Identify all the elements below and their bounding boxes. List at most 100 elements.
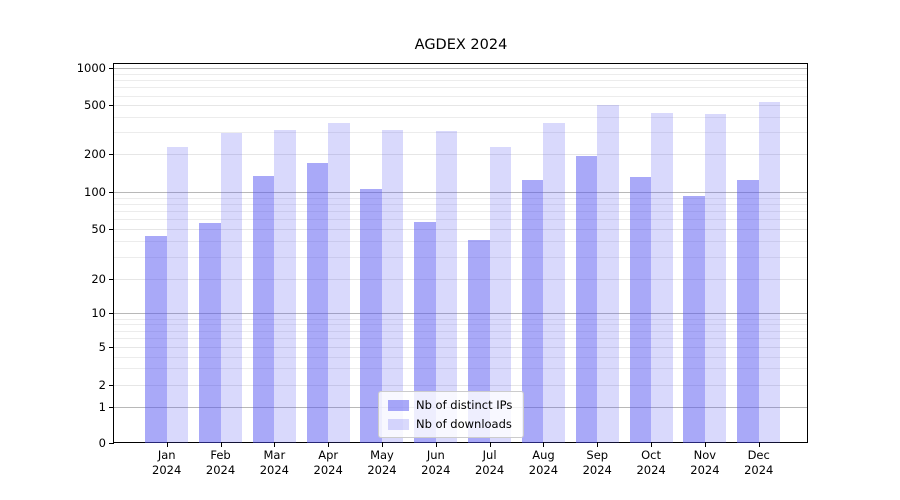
y-tick-label: 0	[98, 436, 106, 450]
gridline-minor	[114, 256, 807, 258]
x-tick	[489, 442, 491, 447]
bar-ips-oct	[629, 177, 652, 443]
y-tick	[109, 443, 114, 444]
gridline-minor	[114, 117, 807, 119]
gridline-minor	[114, 318, 807, 320]
bar-ips-may	[360, 189, 382, 443]
gridline-minor	[114, 73, 807, 75]
x-tick-label-jan: Jan 2024	[152, 448, 182, 477]
chart-title: AGDEX 2024	[414, 37, 508, 53]
gridline-minor	[114, 132, 807, 134]
x-tick	[435, 442, 437, 447]
x-tick	[704, 442, 706, 447]
y-tick	[109, 407, 114, 409]
x-tick-label-sep: Sep 2024	[582, 448, 612, 477]
legend-row-ips: Nb of distinct IPs	[388, 398, 512, 412]
gridline-minor	[114, 338, 807, 340]
y-tick-label: 5	[98, 340, 106, 355]
gridline-minor	[114, 80, 807, 82]
bar-downloads-nov	[704, 113, 727, 443]
bar-ips-dec	[737, 180, 759, 443]
y-tick	[109, 347, 114, 349]
y-tick	[109, 279, 114, 280]
y-tick	[109, 313, 114, 315]
bar-downloads-jun	[435, 130, 458, 443]
x-tick	[328, 442, 330, 447]
gridline-minor	[114, 368, 807, 370]
gridline	[114, 154, 807, 155]
x-tick	[758, 442, 760, 447]
bar-ips-jun	[414, 222, 436, 443]
bar-downloads-mar	[274, 129, 296, 443]
y-tick	[109, 229, 114, 230]
gridline-major	[114, 68, 807, 70]
bar-downloads-aug	[543, 122, 565, 443]
legend: Nb of distinct IPs Nb of downloads	[378, 391, 525, 438]
gridline-minor	[114, 211, 807, 213]
gridline-minor	[114, 197, 807, 199]
x-tick-label-jun: Jun 2024	[421, 448, 451, 477]
bar-downloads-feb	[220, 133, 243, 443]
x-tick-label-feb: Feb 2024	[205, 448, 236, 477]
x-tick-label-apr: Apr 2024	[313, 448, 343, 477]
bar-ips-aug	[521, 180, 544, 443]
x-tick-label-may: May 2024	[367, 448, 397, 477]
y-tick-label: 2	[98, 378, 106, 392]
gridline-minor	[114, 356, 807, 358]
bar-ips-sep	[575, 155, 598, 443]
y-tick-label: 1000	[76, 61, 106, 76]
gridline	[114, 279, 807, 280]
gridline	[114, 105, 807, 107]
y-tick-label: 20	[91, 272, 106, 286]
x-tick	[381, 442, 383, 447]
bar-ips-nov	[683, 195, 705, 443]
x-tick	[166, 442, 168, 447]
gridline-major	[114, 313, 807, 315]
gridline	[114, 229, 807, 230]
x-tick	[651, 442, 653, 447]
bar-downloads-may	[381, 129, 404, 443]
bar-ips-feb	[199, 223, 221, 443]
y-tick-label: 50	[91, 222, 106, 236]
legend-swatch-ips-icon	[388, 399, 409, 411]
gridline-minor	[114, 241, 807, 243]
legend-label-downloads: Nb of downloads	[416, 417, 512, 431]
x-tick-label-dec: Dec 2024	[744, 448, 774, 477]
y-tick	[109, 192, 114, 194]
bar-downloads-jan	[166, 147, 189, 443]
y-tick-label: 1	[98, 400, 106, 415]
y-tick-label: 500	[84, 98, 106, 113]
x-tick	[597, 442, 599, 447]
gridline	[114, 385, 807, 386]
y-tick	[109, 154, 114, 155]
bar-downloads-apr	[328, 122, 350, 443]
bar-ips-apr	[306, 163, 329, 443]
y-tick-label: 100	[84, 185, 106, 200]
gridline-minor	[114, 204, 807, 206]
gridline	[114, 347, 807, 349]
gridline-minor	[114, 330, 807, 332]
bar-ips-jan	[145, 235, 167, 443]
bar-ips-mar	[252, 175, 275, 443]
x-tick-label-nov: Nov 2024	[690, 448, 720, 477]
gridline-minor	[114, 95, 807, 97]
gridline-major	[114, 192, 807, 194]
x-tick-label-mar: Mar 2024	[259, 448, 289, 477]
y-tick	[109, 385, 114, 386]
legend-row-downloads: Nb of downloads	[388, 417, 512, 431]
bar-downloads-sep	[597, 104, 619, 443]
gridline-minor	[114, 324, 807, 326]
bar-downloads-dec	[758, 102, 781, 443]
y-tick	[109, 68, 114, 70]
y-tick-label: 10	[91, 306, 106, 321]
legend-swatch-downloads-icon	[388, 418, 409, 430]
x-tick	[543, 442, 545, 447]
bar-downloads-jul	[489, 147, 512, 443]
y-tick	[109, 105, 114, 107]
legend-label-ips: Nb of distinct IPs	[416, 398, 513, 412]
x-tick	[274, 442, 276, 447]
bar-downloads-oct	[651, 112, 673, 443]
x-tick-label-aug: Aug 2024	[528, 448, 559, 477]
x-tick-label-oct: Oct 2024	[636, 448, 666, 477]
